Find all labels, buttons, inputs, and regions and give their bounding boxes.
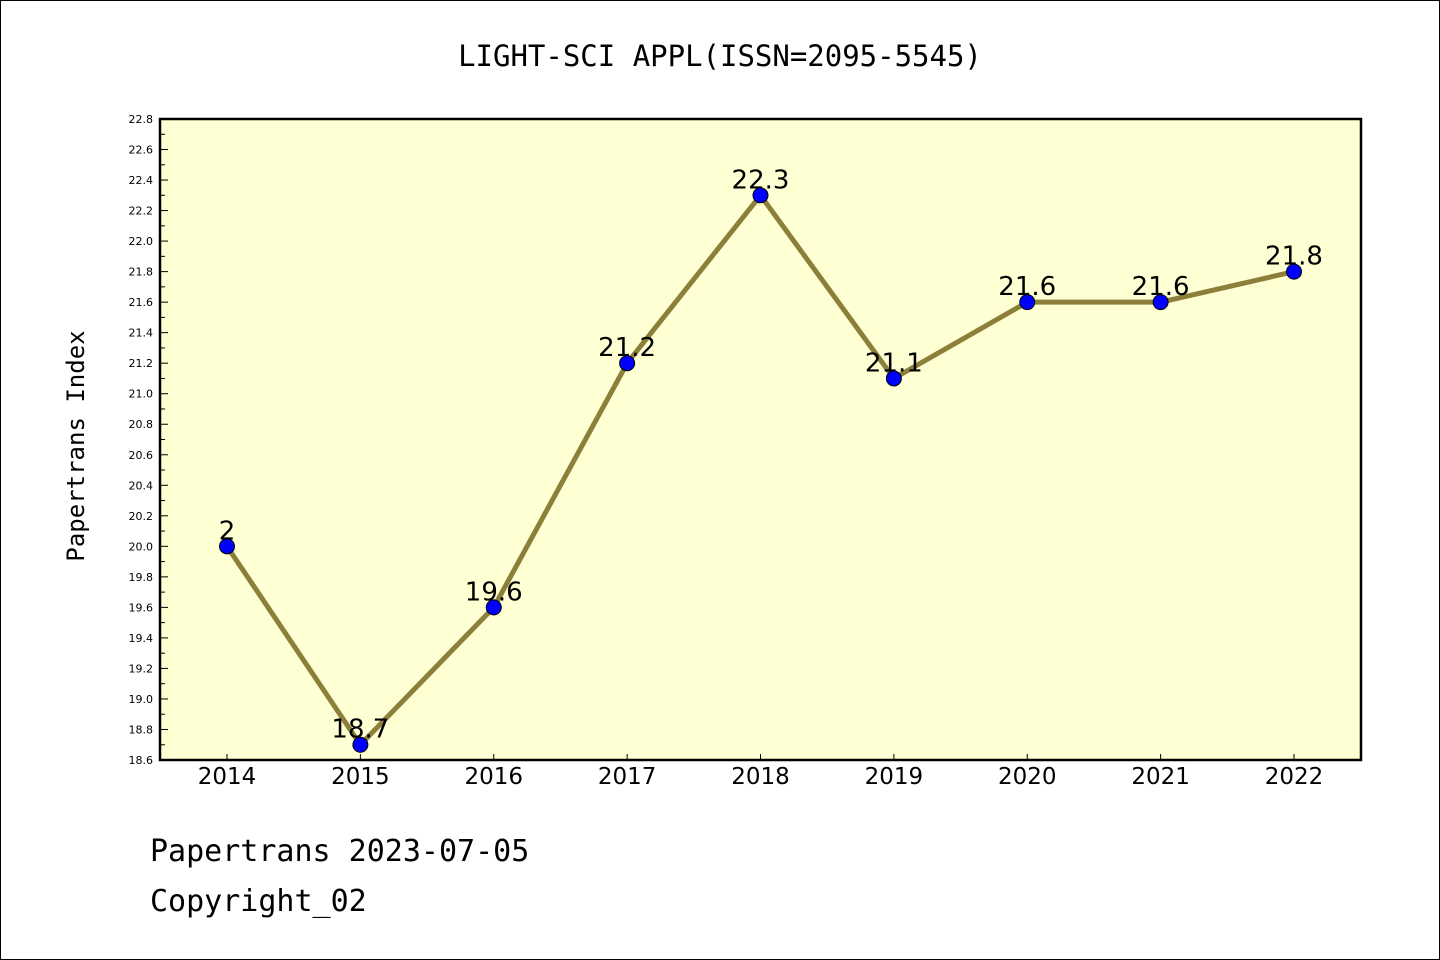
y-tick-label: 20.8	[129, 418, 154, 431]
y-tick-label: 21.8	[129, 266, 154, 279]
y-tick-label: 18.8	[129, 723, 154, 736]
data-label: 21.6	[998, 272, 1056, 302]
chart-title: LIGHT-SCI APPL(ISSN=2095-5545)	[458, 39, 982, 73]
x-tick-label: 2019	[865, 764, 924, 790]
y-tick-label: 18.6	[129, 754, 154, 767]
data-label: 22.3	[732, 165, 790, 195]
x-tick-label: 2016	[464, 764, 523, 790]
x-tick-label: 2018	[731, 764, 790, 790]
data-label: 18.7	[331, 715, 389, 745]
y-tick-label: 20.2	[129, 510, 154, 523]
footer-copyright: Copyright_02	[150, 884, 367, 919]
x-tick-label: 2020	[998, 764, 1057, 790]
y-tick-label: 21.6	[129, 296, 154, 309]
y-tick-label: 22.8	[129, 113, 154, 126]
data-label: 21.1	[865, 348, 923, 378]
y-tick-label: 22.2	[129, 205, 154, 218]
y-tick-label: 21.4	[129, 327, 154, 340]
data-point-marker	[1286, 263, 1302, 280]
data-point-marker	[219, 538, 235, 555]
y-tick-label: 19.8	[129, 571, 154, 584]
y-tick-label: 21.2	[129, 357, 154, 370]
y-tick-label: 22.6	[129, 144, 154, 157]
data-point-marker	[619, 355, 636, 372]
data-label: 2	[219, 516, 236, 546]
data-labels-layer: 2 18.7 19.6 21.2 22.3 21.1 21.6 21.6 21.8	[219, 165, 1323, 744]
data-label: 19.6	[465, 577, 523, 607]
y-tick-label: 19.6	[129, 601, 154, 614]
y-tick-label: 20.6	[129, 449, 154, 462]
y-tick-label: 22.0	[129, 235, 154, 248]
y-tick-label: 20.4	[129, 479, 154, 492]
y-tick-label: 21.0	[129, 388, 154, 401]
y-tick-label: 19.2	[129, 662, 154, 675]
markers-layer	[219, 187, 1302, 753]
y-tick-label: 19.4	[129, 632, 154, 645]
data-label: 21.2	[598, 333, 656, 363]
data-point-marker	[352, 736, 369, 753]
y-axis: 18.6 18.8 19.0 19.2 19.4 19.6 19.8 20.0 20.2 20.4…	[129, 113, 168, 767]
x-tick-label: 2017	[598, 764, 657, 790]
data-point-marker	[485, 599, 502, 616]
data-point-marker	[885, 370, 902, 387]
y-axis-label: Papertrans Index	[62, 330, 90, 561]
data-point-marker	[1152, 294, 1169, 311]
y-tick-label: 19.0	[129, 693, 154, 706]
data-point-marker	[752, 187, 769, 204]
x-tick-label: 2022	[1265, 764, 1324, 790]
data-label: 21.8	[1265, 242, 1323, 272]
data-point-marker	[1019, 294, 1036, 311]
x-tick-label: 2021	[1131, 764, 1190, 790]
x-tick-label: 2014	[198, 764, 257, 790]
y-tick-label: 22.4	[129, 174, 154, 187]
x-tick-label: 2015	[331, 764, 390, 790]
x-axis: 2014 2015 2016 2017 2018 2019 2020 2021 2022	[198, 754, 1324, 790]
data-label: 21.6	[1132, 272, 1190, 302]
y-tick-label: 20.0	[129, 540, 154, 553]
plot-area	[158, 117, 1363, 762]
footer-date: Papertrans 2023-07-05	[150, 834, 530, 869]
